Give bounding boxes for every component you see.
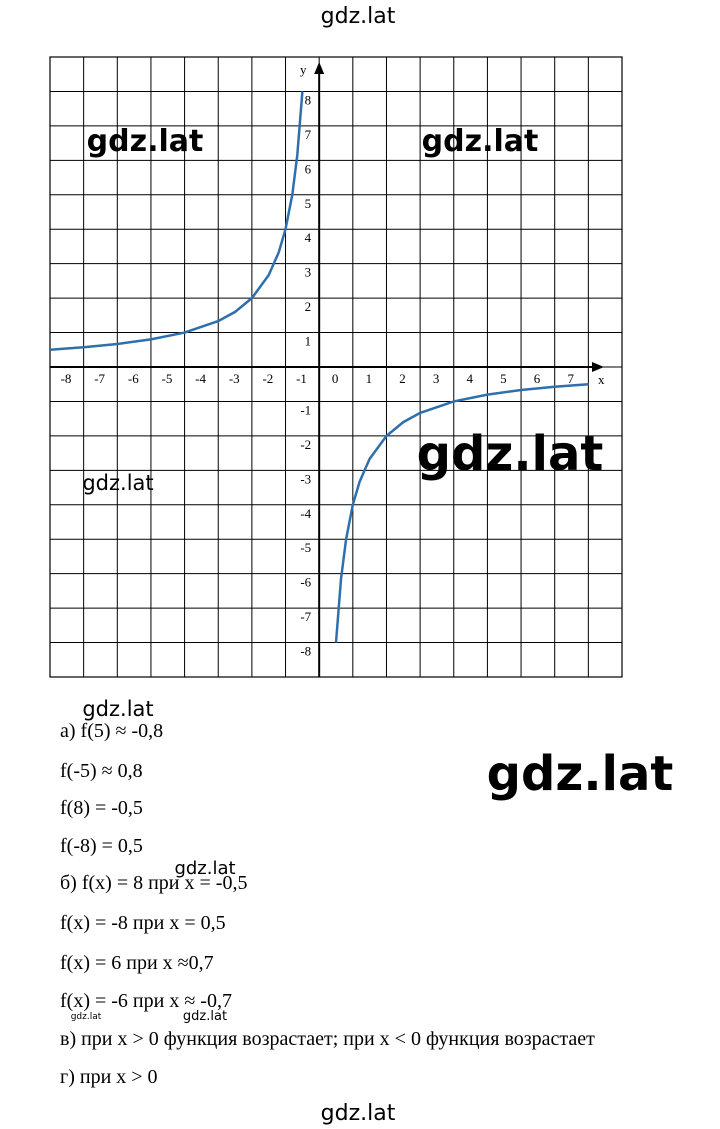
y-tick-label: 6 — [305, 161, 312, 176]
answer-line: f(-8) = 0,5 — [60, 835, 143, 857]
marks — [49, 91, 589, 643]
y-tick-label: 7 — [305, 127, 312, 142]
y-tick-label: -6 — [300, 575, 311, 590]
watermark: gdz.lat — [82, 697, 153, 721]
watermark: gdz.lat — [487, 746, 674, 802]
x-axis-label: x — [598, 372, 605, 387]
answer-line: в) при x > 0 функция возрастает; при x <… — [60, 1028, 595, 1050]
answer-line: f(x) = -6 при x ≈ -0,7 — [60, 990, 232, 1012]
watermark: gdz.lat — [422, 124, 539, 159]
x-tick-label: 0 — [332, 371, 339, 386]
x-tick-label: -2 — [262, 371, 273, 386]
x-axis-arrow — [592, 362, 604, 372]
curve — [334, 382, 589, 643]
y-tick-label: 5 — [305, 196, 312, 211]
watermark: gdz.lat — [183, 1009, 227, 1024]
watermark: gdz.lat — [321, 1101, 396, 1126]
y-tick-label: -2 — [300, 437, 311, 452]
x-tick-label: 6 — [534, 371, 541, 386]
y-tick-label: 1 — [305, 334, 312, 349]
x-tick-label: 7 — [567, 371, 574, 386]
x-tick-label: 5 — [500, 371, 507, 386]
watermark: gdz.lat — [321, 4, 396, 29]
watermark: gdz.lat — [174, 858, 235, 879]
y-tick-label: -3 — [300, 471, 311, 486]
y-axis-label: y — [300, 62, 307, 77]
y-tick-label: 2 — [305, 299, 312, 314]
answer-line: f(x) = 6 при x ≈0,7 — [60, 952, 214, 974]
y-tick-label: -5 — [300, 540, 311, 555]
answer-line: f(x) = -8 при x = 0,5 — [60, 912, 226, 934]
grid — [50, 57, 622, 677]
x-tick-label: -5 — [162, 371, 173, 386]
y-tick-label: 3 — [305, 265, 312, 280]
y-tick-label: 8 — [305, 92, 312, 107]
x-tick-label: -8 — [61, 371, 72, 386]
y-tick-label: -7 — [300, 609, 311, 624]
y-tick-label: -4 — [300, 506, 311, 521]
y-tick-label: 4 — [305, 230, 312, 245]
x-tick-label: -1 — [296, 371, 307, 386]
y-axis-arrow — [314, 62, 325, 74]
x-tick-label: -6 — [128, 371, 139, 386]
x-tick-label: 3 — [433, 371, 440, 386]
watermark: gdz.lat — [71, 1012, 102, 1022]
watermark: gdz.lat — [417, 426, 604, 482]
y-tick-label: -8 — [300, 644, 311, 659]
curve — [49, 91, 304, 352]
x-tick-label: 1 — [366, 371, 373, 386]
x-tick-label: -7 — [94, 371, 105, 386]
watermark: gdz.lat — [87, 124, 204, 159]
watermark: gdz.lat — [82, 471, 153, 495]
x-tick-label: -3 — [229, 371, 240, 386]
y-tick-label: -1 — [300, 402, 311, 417]
x-tick-label: 4 — [467, 371, 474, 386]
texts: x y -8 -7 -6 -5 -4 -3 -2 -1 0 1 2 3 4 5 6 7 8 7 6 5 4 3 2 1 -1 -2 -3… — [60, 4, 673, 1126]
answer-line: f(-5) ≈ 0,8 — [60, 760, 143, 782]
answer-line: f(8) = -0,5 — [60, 797, 143, 819]
answer-line: а) f(5) ≈ -0,8 — [60, 720, 163, 742]
answer-line: г) при x > 0 — [60, 1066, 158, 1088]
x-tick-label: -4 — [195, 371, 206, 386]
x-tick-label: 2 — [399, 371, 406, 386]
answer-line: б) f(x) = 8 при x = -0,5 — [60, 872, 247, 894]
